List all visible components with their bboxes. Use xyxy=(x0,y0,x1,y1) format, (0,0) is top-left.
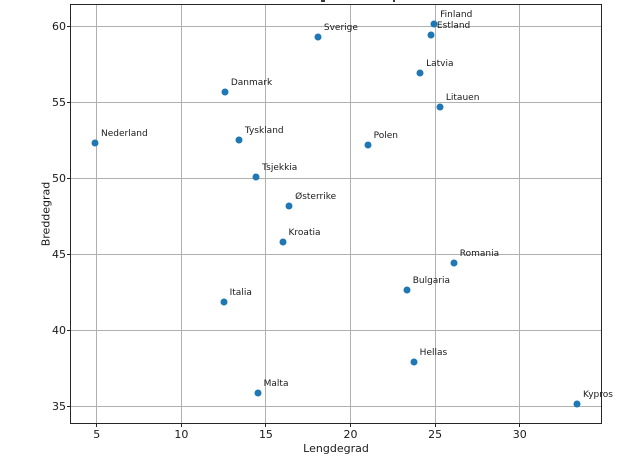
point-label-tsjekkia: Tsjekkia xyxy=(262,163,298,174)
x-tick-label: 25 xyxy=(428,428,443,441)
clipped-title-fragment xyxy=(393,0,395,2)
x-tick-mark xyxy=(350,423,352,427)
point-label-italia: Italia xyxy=(229,287,252,298)
data-point-hellas xyxy=(410,358,418,366)
point-label-malta: Malta xyxy=(263,379,289,390)
x-gridline xyxy=(96,5,98,423)
point-label-romania: Romania xyxy=(459,249,500,260)
x-tick-mark xyxy=(96,423,98,427)
data-point-malta xyxy=(254,389,262,397)
point-label-østerrike: Østerrike xyxy=(295,191,337,202)
data-point-romania xyxy=(450,259,458,267)
y-tick-label: 55 xyxy=(52,95,66,109)
point-label-litauen: Litauen xyxy=(445,93,480,104)
data-point-kypros xyxy=(573,400,581,408)
data-point-sverige xyxy=(314,33,322,41)
y-tick-label: 40 xyxy=(52,323,66,337)
y-tick-mark xyxy=(67,102,71,104)
x-gridline xyxy=(350,5,352,423)
y-gridline xyxy=(71,254,601,256)
data-point-kroatia xyxy=(279,238,287,246)
y-tick-label: 60 xyxy=(52,19,66,33)
x-gridline xyxy=(180,5,182,423)
x-tick-mark xyxy=(519,423,521,427)
data-point-estland xyxy=(427,31,435,39)
x-tick-label: 5 xyxy=(93,428,101,441)
data-point-danmark xyxy=(221,88,229,96)
point-label-kypros: Kypros xyxy=(582,389,613,400)
clipped-title-fragment xyxy=(321,0,325,2)
y-tick-label: 45 xyxy=(52,247,66,261)
data-point-finland xyxy=(430,20,438,28)
y-tick-mark xyxy=(67,254,71,256)
point-label-nederland: Nederland xyxy=(101,128,148,139)
x-tick-label: 10 xyxy=(174,428,189,441)
data-point-latvia xyxy=(416,69,424,77)
data-point-litauen xyxy=(436,103,444,111)
y-tick-mark xyxy=(67,330,71,332)
x-axis-label: Lengdegrad xyxy=(303,442,369,455)
y-tick-mark xyxy=(67,178,71,180)
y-gridline xyxy=(71,178,601,180)
x-gridline xyxy=(434,5,436,423)
point-label-tyskland: Tyskland xyxy=(244,126,284,137)
y-tick-label: 50 xyxy=(52,171,66,185)
point-label-estland: Estland xyxy=(436,21,471,32)
point-label-hellas: Hellas xyxy=(419,347,448,358)
plot-area: 5 10 15 20 25 30 35 40 45 50 55 60 Nederland Danmark T… xyxy=(52,4,613,441)
point-label-sverige: Sverige xyxy=(323,22,358,33)
y-gridline xyxy=(71,26,601,28)
y-tick-mark xyxy=(67,26,71,28)
x-gridline xyxy=(519,5,521,423)
point-label-kroatia: Kroatia xyxy=(288,228,321,239)
x-gridline xyxy=(265,5,267,423)
y-gridline xyxy=(71,102,601,104)
data-point-bulgaria xyxy=(403,286,411,294)
point-label-finland: Finland xyxy=(440,10,473,20)
point-label-polen: Polen xyxy=(373,130,398,141)
point-label-latvia: Latvia xyxy=(426,58,454,69)
x-tick-label: 15 xyxy=(258,428,273,441)
data-point-østerrike xyxy=(285,202,293,210)
x-tick-mark xyxy=(265,423,267,427)
data-point-tyskland xyxy=(235,136,243,144)
data-point-nederland xyxy=(91,139,99,147)
y-tick-mark xyxy=(67,406,71,408)
data-point-tsjekkia xyxy=(252,173,260,181)
y-tick-label: 35 xyxy=(52,399,66,413)
data-point-italia xyxy=(220,298,228,306)
point-label-danmark: Danmark xyxy=(230,78,273,89)
x-tick-label: 30 xyxy=(512,428,527,441)
point-label-bulgaria: Bulgaria xyxy=(412,275,451,286)
data-point-polen xyxy=(364,141,372,149)
x-tick-mark xyxy=(434,423,436,427)
x-tick-mark xyxy=(180,423,182,427)
y-axis-label: Breddegrad xyxy=(39,181,53,247)
y-gridline xyxy=(71,406,601,408)
y-gridline xyxy=(71,330,601,332)
x-tick-label: 20 xyxy=(343,428,358,441)
